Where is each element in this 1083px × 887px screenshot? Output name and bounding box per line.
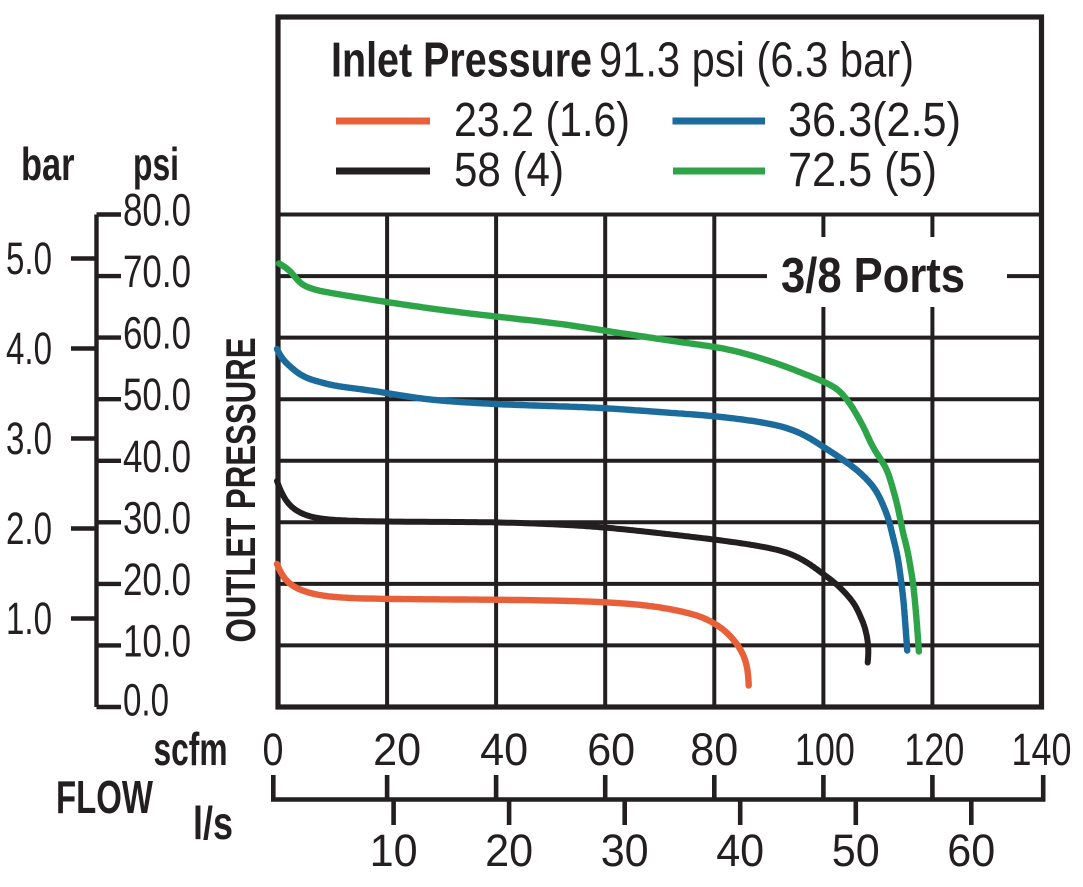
svg-text:20: 20 xyxy=(485,825,533,876)
svg-text:60: 60 xyxy=(587,724,635,775)
svg-text:72.5 (5): 72.5 (5) xyxy=(788,144,937,197)
svg-text:2.0: 2.0 xyxy=(6,503,52,554)
svg-text:23.2 (1.6): 23.2 (1.6) xyxy=(454,94,630,147)
svg-text:40.0: 40.0 xyxy=(123,431,191,482)
svg-text:FLOW: FLOW xyxy=(56,771,153,823)
svg-text:psi: psi xyxy=(133,138,179,190)
svg-text:Inlet Pressure: Inlet Pressure xyxy=(331,34,592,88)
svg-text:30.0: 30.0 xyxy=(123,492,191,543)
svg-text:80.0: 80.0 xyxy=(123,185,191,236)
svg-text:30: 30 xyxy=(601,825,649,876)
svg-text:OUTLET PRESSURE: OUTLET PRESSURE xyxy=(217,338,264,643)
svg-text:140: 140 xyxy=(1012,724,1072,775)
svg-text:bar: bar xyxy=(21,138,75,190)
svg-text:40: 40 xyxy=(480,724,528,775)
svg-text:60: 60 xyxy=(947,825,995,876)
svg-text:4.0: 4.0 xyxy=(6,323,52,374)
svg-text:scfm: scfm xyxy=(154,723,228,775)
svg-text:0: 0 xyxy=(263,724,284,775)
svg-text:100: 100 xyxy=(795,724,855,775)
svg-text:10.0: 10.0 xyxy=(123,615,191,666)
svg-text:120: 120 xyxy=(904,724,964,775)
svg-text:50: 50 xyxy=(832,825,880,876)
svg-text:70.0: 70.0 xyxy=(123,246,191,297)
svg-text:3/8 Ports: 3/8 Ports xyxy=(781,249,965,303)
svg-text:50.0: 50.0 xyxy=(123,369,191,420)
svg-text:91.3 psi (6.3 bar): 91.3 psi (6.3 bar) xyxy=(599,34,914,88)
svg-text:l/s: l/s xyxy=(193,797,233,849)
svg-text:36.3(2.5): 36.3(2.5) xyxy=(788,94,961,147)
svg-text:20.0: 20.0 xyxy=(123,554,191,605)
svg-text:1.0: 1.0 xyxy=(6,593,52,644)
svg-text:0.0: 0.0 xyxy=(123,675,169,726)
svg-text:40: 40 xyxy=(716,825,764,876)
svg-text:20: 20 xyxy=(373,724,421,775)
svg-text:10: 10 xyxy=(370,825,418,876)
svg-text:5.0: 5.0 xyxy=(6,233,52,284)
svg-text:58 (4): 58 (4) xyxy=(454,144,564,197)
svg-text:80: 80 xyxy=(690,724,738,775)
svg-text:3.0: 3.0 xyxy=(6,413,52,464)
svg-text:60.0: 60.0 xyxy=(123,308,191,359)
